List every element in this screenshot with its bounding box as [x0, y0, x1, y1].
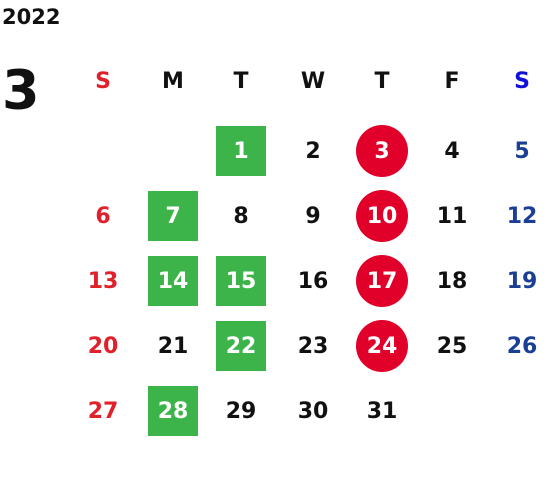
day-number: 22: [226, 334, 257, 359]
holiday-square: [216, 321, 266, 371]
day-number: 13: [88, 269, 119, 294]
day-number: 27: [88, 399, 119, 424]
day-number: 12: [507, 204, 538, 229]
day-number: 11: [437, 204, 468, 229]
day-number: 21: [158, 334, 189, 359]
day-number: 14: [158, 269, 189, 294]
day-number: 24: [367, 334, 398, 359]
event-circle: [356, 125, 408, 177]
day-number: 17: [367, 269, 398, 294]
day-number: 2: [305, 139, 320, 164]
day-number: 31: [367, 399, 398, 424]
day-number: 19: [507, 269, 538, 294]
day-number: 20: [88, 334, 119, 359]
day-number: 16: [298, 269, 329, 294]
event-circle: [356, 190, 408, 242]
holiday-square: [148, 256, 198, 306]
holiday-square: [148, 191, 198, 241]
month: 3: [2, 59, 40, 122]
weekday-label: M: [162, 69, 184, 94]
weekday-label: W: [301, 69, 325, 94]
event-circle: [356, 255, 408, 307]
day-number: 29: [226, 399, 257, 424]
weekday-label: S: [95, 69, 111, 94]
holiday-square: [216, 126, 266, 176]
day-number: 26: [507, 334, 538, 359]
year: 2022: [2, 5, 60, 29]
day-number: 7: [165, 204, 180, 229]
day-number: 8: [233, 204, 248, 229]
day-number: 5: [514, 139, 529, 164]
day-number: 10: [367, 204, 398, 229]
day-number: 9: [305, 204, 320, 229]
weekday-label: F: [444, 69, 459, 94]
day-number: 4: [444, 139, 459, 164]
weekday-label: S: [514, 69, 530, 94]
day-number: 15: [226, 269, 257, 294]
day-number: 3: [374, 139, 389, 164]
holiday-square: [148, 386, 198, 436]
day-number: 23: [298, 334, 329, 359]
day-number: 1: [233, 139, 248, 164]
weekday-label: T: [374, 69, 389, 94]
day-number: 30: [298, 399, 329, 424]
day-number: 25: [437, 334, 468, 359]
event-circle: [356, 320, 408, 372]
weekday-label: T: [233, 69, 248, 94]
day-number: 28: [158, 399, 189, 424]
day-number: 6: [95, 204, 110, 229]
day-number: 18: [437, 269, 468, 294]
holiday-square: [216, 256, 266, 306]
